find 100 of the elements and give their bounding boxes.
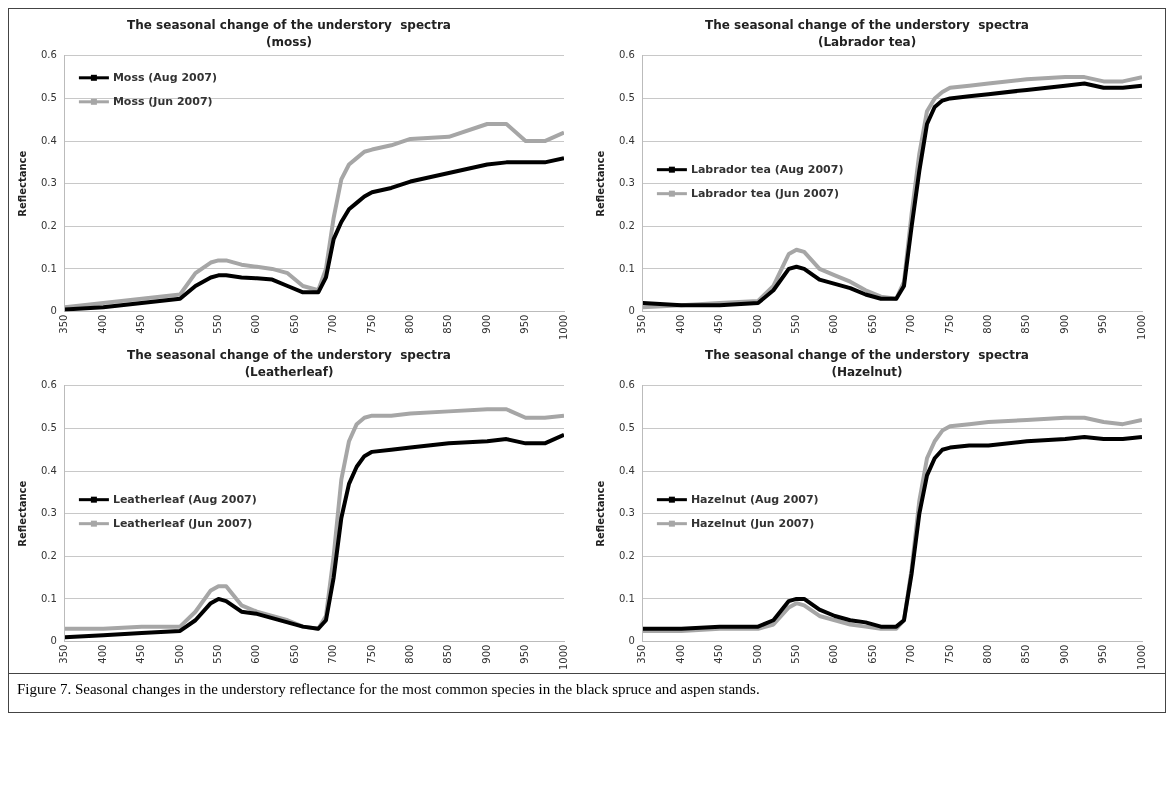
x-tick-label: 900 [1058, 644, 1070, 664]
x-tick-label: 750 [365, 314, 377, 334]
y-tick-label: 0.1 [619, 262, 635, 274]
x-tick-label: 350 [58, 314, 70, 334]
x-tick-label: 400 [96, 314, 108, 334]
x-tick-label: 950 [519, 644, 531, 664]
x-tick-label: 850 [442, 314, 454, 334]
y-tick-label: 0.4 [619, 134, 635, 146]
legend-label: Moss (Aug 2007) [112, 70, 218, 84]
x-tick-label: 900 [480, 644, 492, 664]
y-tick-label: 0.5 [619, 92, 635, 104]
caption: Figure 7. Seasonal changes in the understory reflectance for the most common species in the black spruce and aspen stands. [9, 673, 1165, 706]
x-tick-label: 700 [327, 644, 339, 664]
y-tick-label: 0.6 [41, 379, 57, 391]
x-tick-label: 600 [250, 314, 262, 334]
chart-subtitle: (Hazelnut) [831, 364, 903, 379]
y-tick-label: 0.2 [619, 219, 635, 231]
y-tick-label: 0.2 [41, 549, 57, 561]
x-tick-label: 650 [288, 644, 300, 664]
y-tick-label: 0.6 [41, 49, 57, 61]
x-tick-label: 600 [828, 314, 840, 334]
legend-label: Labrador tea (Aug 2007) [690, 162, 844, 176]
y-tick-label: 0 [628, 635, 635, 647]
y-tick-label: 0.6 [619, 379, 635, 391]
y-tick-label: 0.2 [41, 219, 57, 231]
x-tick-label: 550 [212, 644, 224, 664]
x-tick-label: 750 [943, 644, 955, 664]
y-axis-title: Reflectance [16, 480, 28, 547]
y-tick-label: 0 [50, 635, 57, 647]
chart-subtitle: (moss) [265, 34, 313, 49]
y-axis-title: Reflectance [594, 150, 606, 217]
y-tick-label: 0.1 [41, 592, 57, 604]
chart-title: The seasonal change of the understory spectra [127, 348, 451, 363]
x-tick-label: 450 [135, 644, 147, 664]
x-tick-label: 850 [1020, 314, 1032, 334]
x-tick-label: 400 [674, 314, 686, 334]
x-tick-label: 350 [58, 644, 70, 664]
y-tick-label: 0.3 [41, 507, 57, 519]
y-tick-label: 0.1 [619, 592, 635, 604]
x-tick-label: 650 [288, 314, 300, 334]
y-axis-title: Reflectance [594, 480, 606, 547]
x-tick-label: 550 [212, 314, 224, 334]
x-tick-label: 1000 [1135, 644, 1147, 670]
x-tick-label: 400 [674, 644, 686, 664]
y-tick-label: 0.5 [41, 422, 57, 434]
chart-title: The seasonal change of the understory spectra [705, 348, 1029, 363]
x-tick-label: 950 [1097, 644, 1109, 664]
x-tick-label: 750 [365, 644, 377, 664]
x-tick-label: 550 [790, 644, 802, 664]
x-tick-label: 750 [943, 314, 955, 334]
chart-title: The seasonal change of the understory spectra [705, 18, 1029, 33]
y-tick-label: 0.4 [41, 134, 57, 146]
legend-label: Hazelnut (Aug 2007) [690, 492, 819, 506]
x-tick-label: 600 [250, 644, 262, 664]
x-tick-label: 850 [442, 644, 454, 664]
x-tick-label: 450 [135, 314, 147, 334]
y-tick-label: 0.1 [41, 262, 57, 274]
x-tick-label: 1000 [557, 644, 569, 670]
legend-label: Leatherleaf (Jun 2007) [112, 516, 253, 530]
y-tick-label: 0.2 [619, 549, 635, 561]
chart-subtitle: (Labrador tea) [817, 34, 917, 49]
x-tick-label: 500 [751, 314, 763, 334]
x-tick-label: 400 [96, 644, 108, 664]
x-tick-label: 650 [866, 644, 878, 664]
x-tick-label: 800 [404, 644, 416, 664]
x-tick-label: 700 [905, 314, 917, 334]
x-tick-label: 450 [713, 314, 725, 334]
x-tick-label: 800 [982, 644, 994, 664]
y-tick-label: 0.3 [41, 177, 57, 189]
y-tick-label: 0.5 [41, 92, 57, 104]
x-tick-label: 800 [404, 314, 416, 334]
x-tick-label: 950 [1097, 314, 1109, 334]
x-tick-label: 350 [636, 314, 648, 334]
y-tick-label: 0.5 [619, 422, 635, 434]
x-tick-label: 1000 [557, 314, 569, 340]
chart-title: The seasonal change of the understory spectra [127, 18, 451, 33]
x-tick-label: 500 [173, 644, 185, 664]
chart-subtitle: (Leatherleaf) [244, 364, 334, 379]
x-tick-label: 850 [1020, 644, 1032, 664]
x-tick-label: 1000 [1135, 314, 1147, 340]
x-tick-label: 500 [751, 644, 763, 664]
y-axis-title: Reflectance [16, 150, 28, 217]
y-tick-label: 0.4 [41, 464, 57, 476]
y-tick-label: 0.3 [619, 177, 635, 189]
legend-label: Hazelnut (Jun 2007) [690, 516, 815, 530]
x-tick-label: 350 [636, 644, 648, 664]
x-tick-label: 450 [713, 644, 725, 664]
y-tick-label: 0.4 [619, 464, 635, 476]
x-tick-label: 700 [327, 314, 339, 334]
x-tick-label: 500 [173, 314, 185, 334]
y-tick-label: 0 [50, 305, 57, 317]
legend-label: Moss (Jun 2007) [112, 94, 213, 108]
x-tick-label: 650 [866, 314, 878, 334]
y-tick-label: 0 [628, 305, 635, 317]
x-tick-label: 900 [480, 314, 492, 334]
x-tick-label: 900 [1058, 314, 1070, 334]
x-tick-label: 550 [790, 314, 802, 334]
legend-label: Leatherleaf (Aug 2007) [112, 492, 257, 506]
x-tick-label: 950 [519, 314, 531, 334]
x-tick-label: 600 [828, 644, 840, 664]
